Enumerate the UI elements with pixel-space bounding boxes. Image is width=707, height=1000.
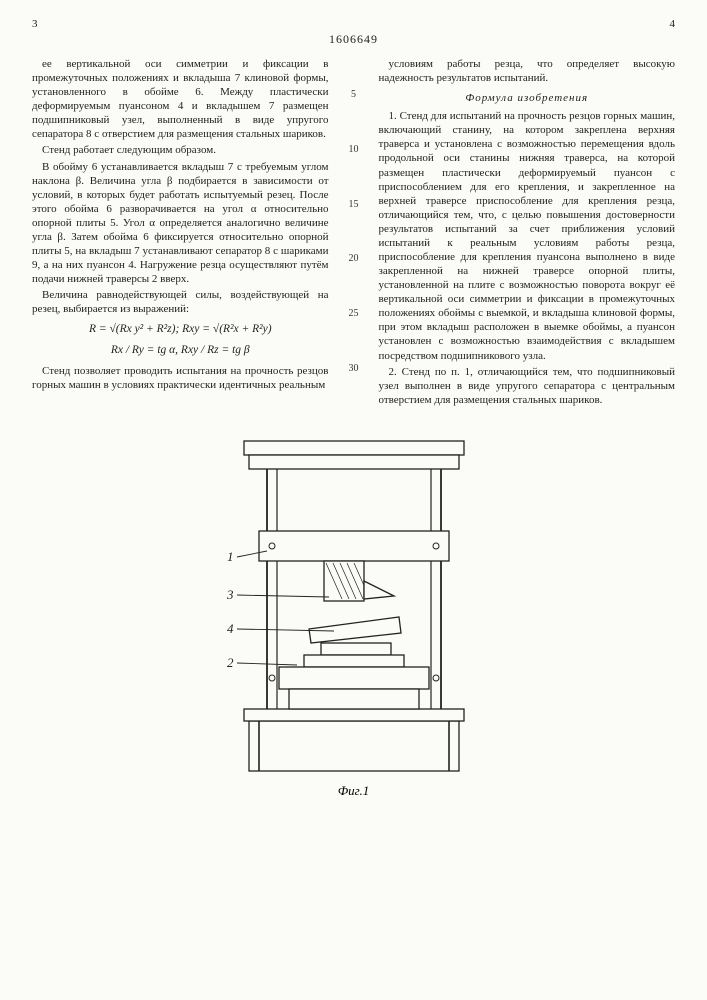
figure-caption: Фиг.1: [32, 783, 675, 799]
page-num-right: 4: [670, 18, 676, 30]
svg-text:4: 4: [227, 621, 234, 636]
para: Стенд работает следующим образом.: [32, 143, 329, 157]
para: условиям работы резца, что определяет вы…: [379, 57, 676, 85]
text-columns: ее вертикальной оси симметрии и фиксации…: [32, 57, 675, 409]
claim: 2. Стенд по п. 1, отличающийся тем, что …: [379, 365, 676, 407]
page-num-left: 3: [32, 18, 38, 30]
line-num: 20: [349, 253, 359, 266]
para: ее вертикальной оси симметрии и фиксации…: [32, 57, 329, 141]
line-num: 25: [349, 308, 359, 321]
claim: 1. Стенд для испытаний на прочность резц…: [379, 109, 676, 362]
patent-number: 1606649: [32, 32, 675, 47]
svg-text:3: 3: [226, 587, 234, 602]
para: Стенд позволяет проводить испытания на п…: [32, 364, 329, 392]
formula-line-1: R = √(Rx y² + R²z); Rxy = √(R²x + R²y): [32, 322, 329, 337]
figure-1: 1 3 4 2 Фиг.1: [32, 421, 675, 799]
line-num: 10: [349, 144, 359, 157]
line-num: 30: [349, 363, 359, 376]
formula-line-2: Rx / Ry = tg α, Rxy / Rz = tg β: [32, 343, 329, 358]
left-column: ее вертикальной оси симметрии и фиксации…: [32, 57, 329, 409]
svg-text:1: 1: [227, 549, 234, 564]
para: В обойму 6 устанавливается вкладыш 7 с т…: [32, 160, 329, 287]
line-num: 15: [349, 199, 359, 212]
line-numbers: 5 10 15 20 25 30: [347, 57, 361, 409]
para: Величина равнодействующей силы, воздейст…: [32, 288, 329, 316]
svg-text:2: 2: [227, 655, 234, 670]
line-num: 5: [351, 89, 356, 102]
right-column: условиям работы резца, что определяет вы…: [379, 57, 676, 409]
figure-svg: 1 3 4 2: [189, 421, 519, 781]
claims-heading: Формула изобретения: [379, 91, 676, 105]
